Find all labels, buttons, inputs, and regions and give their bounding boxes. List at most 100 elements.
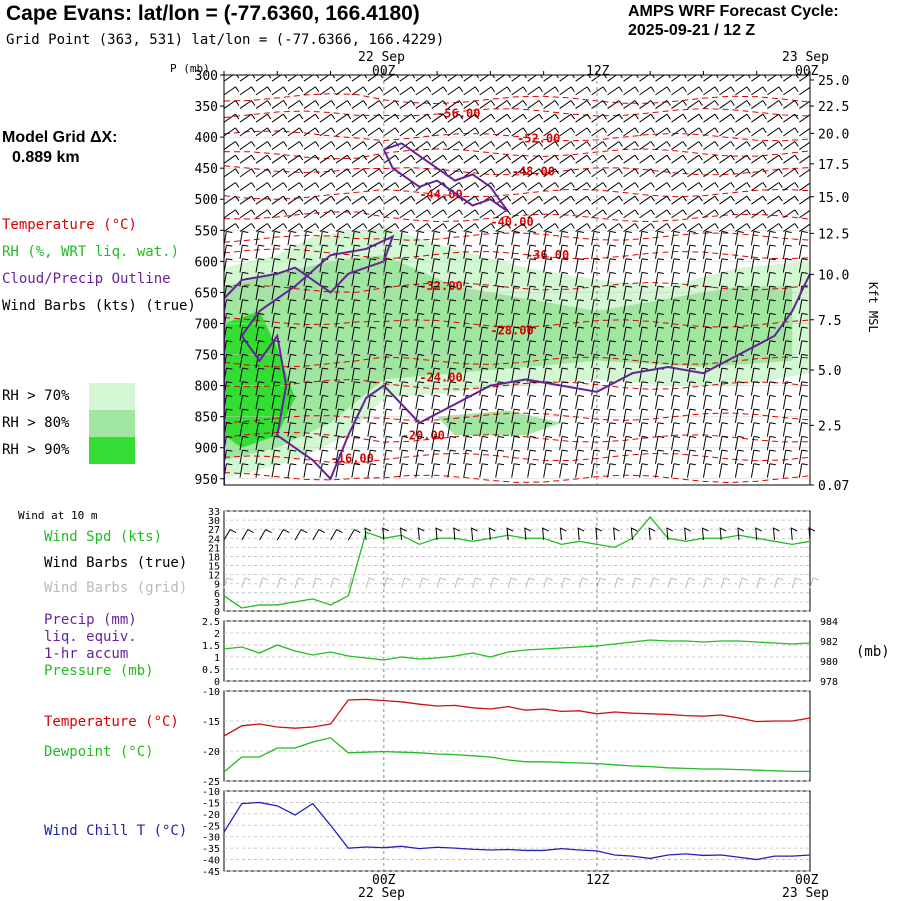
wind-barb (479, 340, 489, 355)
wind-barb (255, 209, 272, 219)
wind-barb (750, 244, 760, 259)
wind-barb (655, 168, 671, 178)
wind-barb (559, 230, 569, 246)
wind-barb (607, 168, 623, 178)
wind-barb (543, 340, 553, 355)
wind-barb (607, 230, 616, 246)
wind-barb (224, 100, 240, 109)
wind-barb (335, 258, 345, 273)
wind-barb (335, 463, 345, 478)
wind-barb (239, 367, 249, 382)
wind-barb (639, 168, 655, 178)
wind-barb (559, 381, 569, 396)
wind-barb (591, 367, 601, 382)
wind-barb (511, 340, 521, 355)
wind-barb (686, 449, 696, 464)
wind-barb (686, 326, 696, 341)
wind-barb (655, 299, 664, 314)
wind-barb (415, 381, 425, 396)
temperature-series-label: Temperature (°C) (44, 714, 179, 730)
wind-barb (655, 326, 664, 341)
wind-barb (399, 244, 409, 259)
wind-barb (527, 195, 543, 205)
wind-barb (399, 100, 416, 109)
wind-barb (224, 141, 240, 150)
wind-barb-true (701, 527, 709, 541)
wind-barb (287, 367, 297, 382)
wind-barb (607, 209, 623, 219)
wind-barb (351, 86, 368, 96)
wind-barb (399, 223, 416, 232)
wind-barb (319, 223, 336, 232)
wind-barb (287, 449, 297, 464)
wind-barb (319, 367, 329, 382)
wind-barb-true (399, 527, 407, 541)
wind-barb (399, 353, 409, 369)
wind-barb (687, 223, 703, 232)
wind-tick-label: 9 (214, 580, 220, 591)
wind-barb (767, 223, 783, 232)
wind-barb (335, 312, 345, 328)
wind-barb (559, 353, 569, 369)
wind-barb (239, 258, 249, 273)
wind-barb (783, 223, 799, 232)
wind-barb (463, 75, 480, 82)
wind-barb (670, 312, 680, 328)
height-tick-label: 12.5 (818, 227, 849, 242)
wind-barb (655, 353, 664, 369)
legend-cloud: Cloud/Precip Outline (2, 271, 171, 287)
wind-barb (383, 258, 393, 273)
wind-barb (367, 381, 377, 396)
wind-barb (271, 244, 281, 259)
wind-barb (639, 285, 648, 300)
wind-barb (511, 435, 521, 451)
wind-barb (687, 209, 703, 219)
wind-barb-true (666, 527, 674, 541)
wind-barb (575, 223, 591, 232)
wind-barb (671, 100, 687, 109)
pressure-tick-label: 900 (195, 442, 218, 457)
wind-barb (702, 463, 712, 478)
wind-barb (703, 141, 719, 150)
wind-barb (623, 244, 632, 259)
wind-barb (351, 182, 368, 191)
wind-barb (287, 86, 304, 96)
wind-barb (559, 285, 569, 300)
wind-barb (607, 127, 623, 137)
wind-barb (287, 223, 304, 232)
wind-barb (782, 244, 792, 259)
wind-barb (607, 299, 616, 314)
wind-barb (750, 422, 760, 437)
wind-barb (718, 435, 728, 451)
wind-barb (575, 154, 591, 164)
wind-barb (255, 223, 272, 232)
wind-barb (591, 353, 601, 369)
wind-barb (766, 299, 776, 314)
wind-barb (575, 141, 591, 150)
temperature-contour-label: -24.00 (419, 371, 462, 385)
wind-barb (703, 100, 719, 109)
wind-barb (447, 223, 464, 232)
wind-barb (255, 326, 265, 341)
wind-barb (623, 154, 639, 164)
wind-barb (623, 422, 632, 437)
wind-barb (511, 244, 521, 259)
wind-barb (591, 258, 601, 273)
pressure-tick-label: 300 (195, 69, 218, 84)
legend-rh70-label: RH > 70% (2, 388, 70, 404)
wind-barb (543, 100, 559, 109)
wind-barb-grid (525, 577, 536, 589)
wind-barb (415, 353, 425, 369)
wind-barb (750, 326, 760, 341)
wind-barb (782, 258, 792, 273)
wind-barb (479, 230, 489, 246)
windchill-tick-label: -40 (202, 856, 220, 867)
wind-barb (702, 271, 712, 287)
wind-barb (607, 394, 616, 410)
wind-barb-true (364, 527, 372, 541)
wind-barb (367, 326, 377, 341)
pressure-tick-label: 650 (195, 286, 218, 301)
wind-barb (335, 299, 345, 314)
wind-barb (351, 141, 368, 150)
wind-barb (751, 168, 767, 178)
